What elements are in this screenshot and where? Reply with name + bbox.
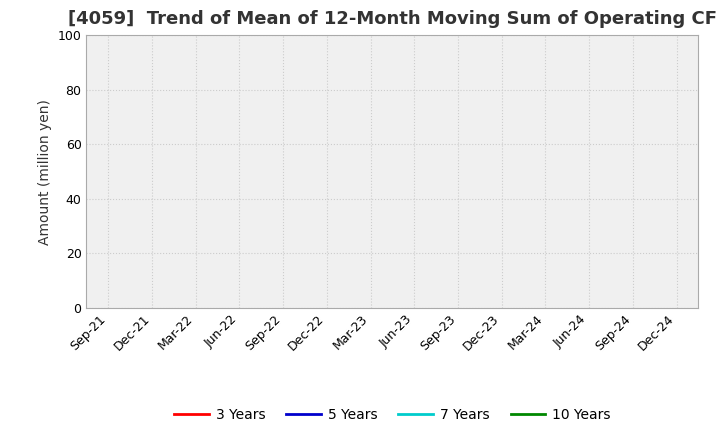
Legend: 3 Years, 5 Years, 7 Years, 10 Years: 3 Years, 5 Years, 7 Years, 10 Years	[168, 402, 616, 427]
Y-axis label: Amount (million yen): Amount (million yen)	[38, 99, 52, 245]
Title: [4059]  Trend of Mean of 12-Month Moving Sum of Operating CF: [4059] Trend of Mean of 12-Month Moving …	[68, 10, 717, 28]
